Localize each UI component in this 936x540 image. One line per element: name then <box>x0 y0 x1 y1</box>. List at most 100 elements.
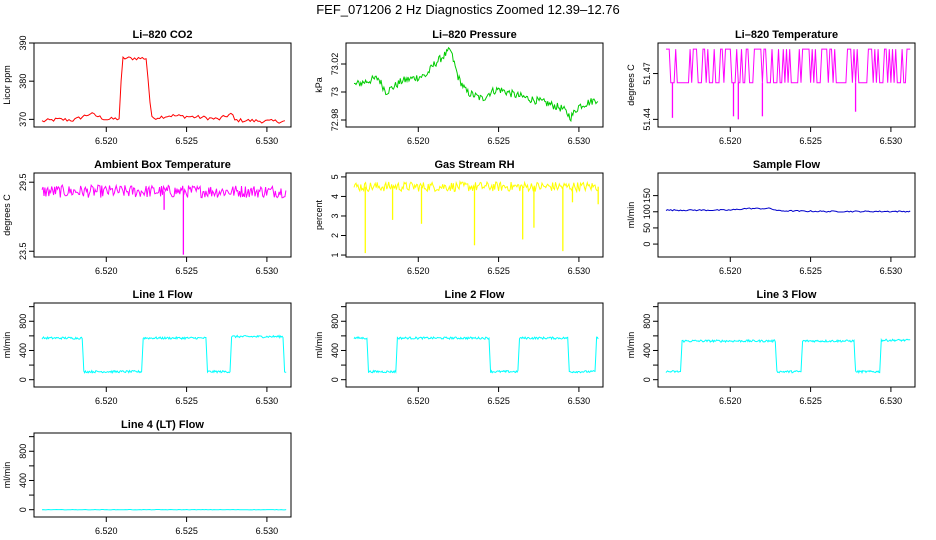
y-tick-label: 800 <box>18 314 28 329</box>
chart-title: Ambient Box Temperature <box>94 159 231 171</box>
chart-title: Li–820 CO2 <box>133 29 193 41</box>
y-tick-label: 390 <box>18 35 28 50</box>
y-tick-label: 4 <box>330 194 340 199</box>
chart-title: Line 4 (LT) Flow <box>121 419 204 431</box>
y-tick-label: 0 <box>642 242 652 247</box>
chart-title: Line 1 Flow <box>133 289 193 301</box>
x-tick-label: 6.525 <box>487 396 510 406</box>
chart-title: Sample Flow <box>753 159 821 171</box>
y-axis-label: ml/min <box>2 462 12 489</box>
y-tick-label: 51.47 <box>642 62 652 85</box>
data-series-line <box>41 334 287 374</box>
x-tick-label: 6.520 <box>407 266 430 276</box>
y-tick-label: 800 <box>330 314 340 329</box>
y-tick-label: 0 <box>18 377 28 382</box>
x-tick-label: 6.525 <box>487 136 510 146</box>
plot-frame <box>33 42 292 128</box>
x-tick-label: 6.530 <box>880 266 903 276</box>
data-series-line <box>353 46 599 123</box>
x-tick-label: 6.530 <box>256 266 279 276</box>
chart-title: Line 2 Flow <box>445 289 505 301</box>
x-tick-label: 6.520 <box>95 266 118 276</box>
y-axis-label: ml/min <box>626 202 636 229</box>
x-tick-label: 6.530 <box>256 396 279 406</box>
data-series-line <box>41 55 286 124</box>
x-tick-label: 6.530 <box>568 136 591 146</box>
chart-title: Li–820 Pressure <box>432 29 516 41</box>
x-tick-label: 6.530 <box>568 396 591 406</box>
x-tick-label: 6.520 <box>95 136 118 146</box>
x-tick-label: 6.525 <box>175 526 198 536</box>
chart-panel-7: Line 1 Flow ml/min 0 400 800 6.520 6.525 6.530 <box>2 289 292 406</box>
y-tick-label: 400 <box>18 343 28 358</box>
plot-frame <box>657 42 916 128</box>
chart-panel-3: Li–820 Temperature degrees C 51.44 51.47 6.5… <box>626 29 916 146</box>
chart-title: Line 3 Flow <box>757 289 817 301</box>
x-tick-label: 6.520 <box>95 526 118 536</box>
x-tick-label: 6.530 <box>568 266 591 276</box>
x-tick-label: 6.525 <box>799 136 822 146</box>
y-tick-label: 51.44 <box>642 108 652 131</box>
figure-title: FEF_071206 2 Hz Diagnostics Zoomed 12.39… <box>316 2 620 17</box>
y-axis-label: kPa <box>314 77 324 93</box>
x-tick-label: 6.525 <box>799 266 822 276</box>
y-tick-label: 400 <box>330 343 340 358</box>
chart-panel-5: Gas Stream RH percent 1 2 3 4 5 6.520 6.525 6.530 <box>314 159 604 276</box>
x-tick-label: 6.530 <box>880 136 903 146</box>
data-series-line <box>665 337 911 374</box>
y-tick-label: 1 <box>330 253 340 258</box>
data-series-line <box>665 207 911 213</box>
plot-frame <box>345 302 604 388</box>
chart-title: Li–820 Temperature <box>735 29 838 41</box>
y-tick-label: 370 <box>18 112 28 127</box>
y-tick-label: 800 <box>18 444 28 459</box>
y-axis-label: ml/min <box>314 332 324 359</box>
y-tick-label: 0 <box>18 507 28 512</box>
x-tick-label: 6.525 <box>175 266 198 276</box>
y-tick-label: 73 <box>330 87 340 97</box>
data-series-line <box>353 336 599 374</box>
plot-frame <box>33 432 292 518</box>
x-tick-label: 6.525 <box>175 396 198 406</box>
data-series-line <box>41 183 287 199</box>
y-tick-label: 0 <box>642 377 652 382</box>
plot-frame <box>33 172 292 258</box>
x-tick-label: 6.530 <box>880 396 903 406</box>
x-tick-label: 6.520 <box>407 136 430 146</box>
y-tick-label: 380 <box>18 74 28 89</box>
y-axis-label: ml/min <box>2 332 12 359</box>
chart-panel-4: Ambient Box Temperature degrees C 23.5 29.5… <box>2 159 292 276</box>
x-tick-label: 6.520 <box>719 396 742 406</box>
chart-panel-1: Li–820 CO2 Licor ppm 370 380 390 6.520 6.525 6.… <box>2 29 292 146</box>
y-tick-label: 50 <box>642 223 652 233</box>
data-series-line <box>666 48 911 84</box>
y-tick-label: 29.5 <box>18 173 28 191</box>
y-tick-label: 100 <box>642 204 652 219</box>
x-tick-label: 6.525 <box>799 396 822 406</box>
x-tick-label: 6.530 <box>256 526 279 536</box>
chart-panel-9: Line 3 Flow ml/min 0 400 800 6.520 6.525 6.530 <box>626 289 916 406</box>
x-tick-label: 6.520 <box>95 396 118 406</box>
y-tick-label: 23.5 <box>18 242 28 260</box>
chart-panel-10: Line 4 (LT) Flow ml/min 0 400 800 6.520 6.525 6… <box>2 419 292 536</box>
y-axis-label: percent <box>314 199 324 230</box>
y-tick-label: 5 <box>330 174 340 179</box>
x-tick-label: 6.520 <box>407 396 430 406</box>
y-tick-label: 72.98 <box>330 109 340 132</box>
y-tick-label: 400 <box>642 343 652 358</box>
data-series-line <box>353 180 598 194</box>
y-tick-label: 0 <box>330 377 340 382</box>
x-tick-label: 6.525 <box>175 136 198 146</box>
y-tick-label: 150 <box>642 188 652 203</box>
y-axis-label: ml/min <box>626 332 636 359</box>
x-tick-label: 6.520 <box>719 266 742 276</box>
x-tick-label: 6.530 <box>256 136 279 146</box>
y-tick-label: 2 <box>330 233 340 238</box>
y-axis-label: Licor ppm <box>2 65 12 105</box>
plot-frame <box>657 302 916 388</box>
plot-frame <box>345 172 604 258</box>
x-tick-label: 6.520 <box>719 136 742 146</box>
y-axis-label: degrees C <box>2 194 12 236</box>
y-tick-label: 73.02 <box>330 53 340 76</box>
